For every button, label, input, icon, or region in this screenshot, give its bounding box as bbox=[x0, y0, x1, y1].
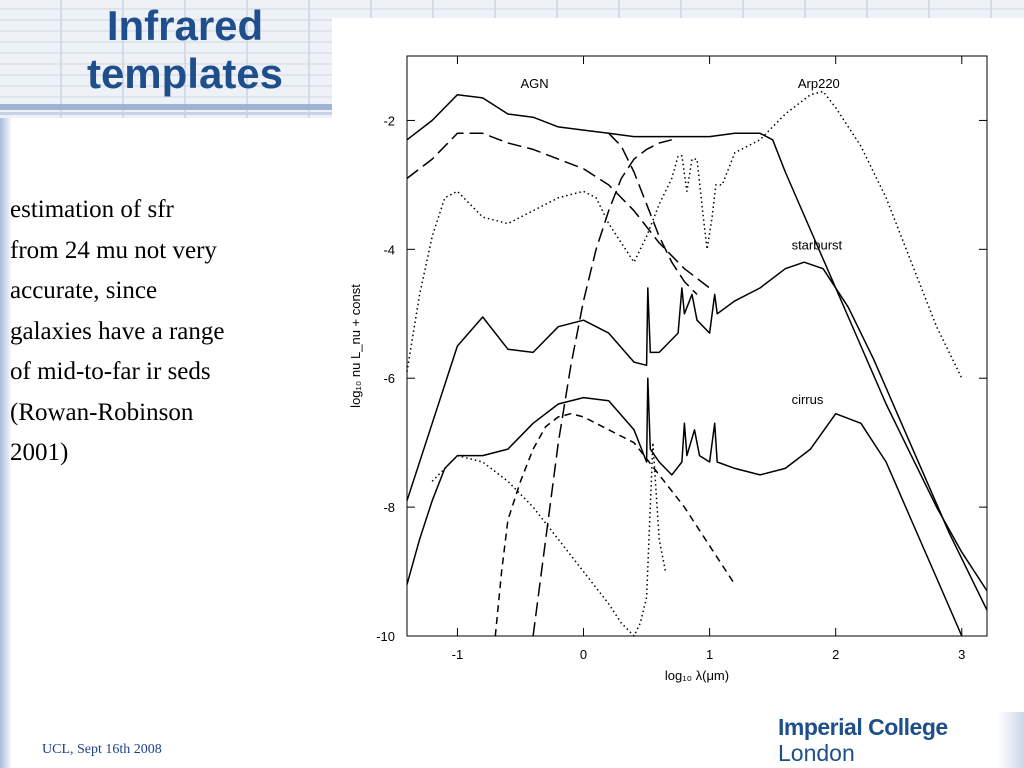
curve-label: starburst bbox=[792, 237, 843, 252]
x-axis-label: log₁₀ λ(μm) bbox=[665, 668, 729, 683]
curve-label: AGN bbox=[520, 76, 548, 91]
left-gradient-strip bbox=[0, 118, 12, 768]
right-gradient-strip bbox=[998, 712, 1024, 768]
x-tick-label: -1 bbox=[452, 647, 464, 662]
header-rule-secondary bbox=[0, 112, 332, 115]
slide-body-text: estimation of sfr from 24 mu not very ac… bbox=[10, 196, 225, 466]
series-line-4 bbox=[406, 132, 711, 289]
header-cover bbox=[332, 18, 1024, 118]
sed-chart: -1 0 1 2 3 -2-4-6-8-10 AGN Arp220starburstcir… bbox=[348, 55, 988, 683]
imperial-college-logo: Imperial College bbox=[778, 714, 948, 740]
x-tick-label: 2 bbox=[832, 647, 839, 662]
series-line-8 bbox=[406, 90, 963, 379]
series-line-7 bbox=[494, 412, 736, 637]
y-tick-label: -4 bbox=[383, 242, 395, 257]
series-line-6 bbox=[608, 132, 698, 295]
y-tick-label: -10 bbox=[376, 629, 395, 644]
slide-title: Infrared templates bbox=[40, 2, 330, 98]
curve-label: Arp220 bbox=[798, 76, 840, 91]
y-tick-label: -2 bbox=[383, 113, 395, 128]
london-logo: London bbox=[778, 740, 855, 766]
curve-label: cirrus bbox=[792, 392, 824, 407]
series-line-9 bbox=[431, 441, 667, 637]
series-line-1 bbox=[406, 93, 988, 592]
y-axis: -2 -4 -6 -8 -10 bbox=[376, 113, 987, 644]
x-tick-label: 1 bbox=[706, 647, 713, 662]
header-band bbox=[0, 0, 1024, 118]
y-axis-label: log₁₀ nu L_nu + const bbox=[348, 284, 363, 408]
x-axis: -1 0 1 2 3 bbox=[452, 56, 965, 662]
chart-series-group bbox=[406, 90, 988, 637]
plot-frame bbox=[406, 55, 988, 637]
footer-text: UCL, Sept 16th 2008 bbox=[42, 742, 162, 757]
y-tick-label: -8 bbox=[383, 500, 395, 515]
series-line-2 bbox=[406, 261, 988, 611]
slide-title-line2: templates bbox=[86, 50, 284, 97]
series-line-3 bbox=[406, 377, 963, 637]
header-rule bbox=[0, 104, 332, 110]
y-tick-label: -6 bbox=[383, 371, 395, 386]
series-line-5 bbox=[532, 139, 672, 637]
x-tick-label: 3 bbox=[958, 647, 965, 662]
x-tick-label: 0 bbox=[580, 647, 587, 662]
slide-title-line1: Infrared bbox=[106, 2, 264, 49]
chart-annotations: AGN Arp220 starburst cirrus bbox=[520, 76, 842, 407]
